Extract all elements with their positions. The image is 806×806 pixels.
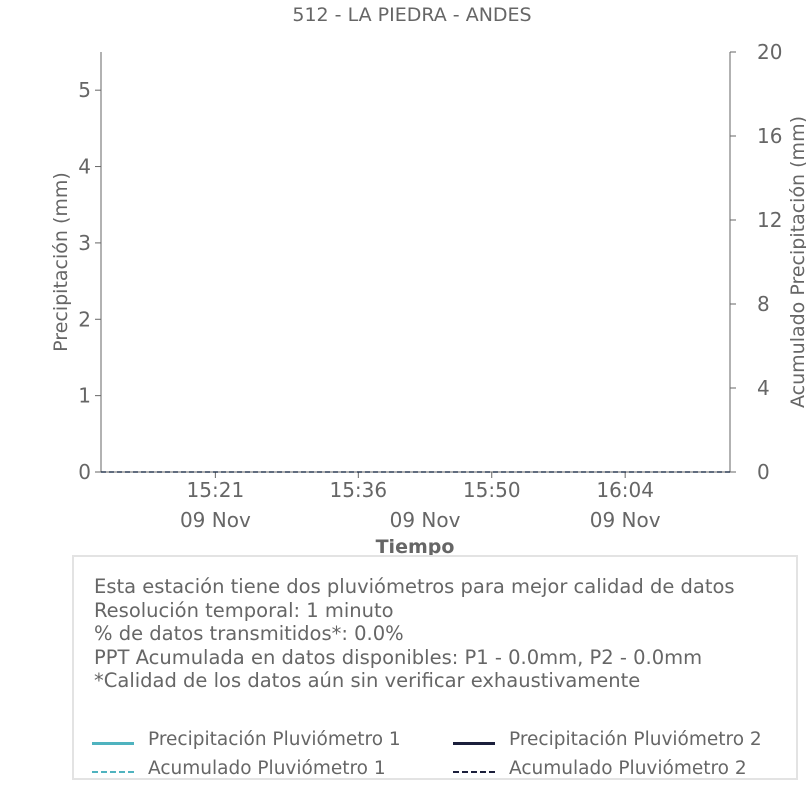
y-right-tick-label: 12: [757, 208, 782, 232]
y-right-tick-label: 4: [757, 376, 770, 400]
info-line: PPT Acumulada en datos disponibles: P1 -…: [94, 645, 703, 669]
legend-label-p1: Precipitación Pluviómetro 1: [148, 729, 401, 750]
y-left-tick-label: 5: [78, 78, 91, 102]
legend-label-acc2: Acumulado Pluviómetro 2: [509, 758, 747, 779]
legend-swatch-acc2: [453, 771, 495, 773]
y-axis-left-label: Precipitación (mm): [50, 172, 72, 352]
y-left-tick-label: 4: [78, 155, 91, 179]
y-left-tick-label: 0: [78, 460, 91, 484]
y-right-tick-label: 8: [757, 292, 770, 316]
info-line: % de datos transmitidos*: 0.0%: [94, 622, 404, 645]
legend-swatch-acc1: [92, 771, 134, 773]
legend-label-p2: Precipitación Pluviómetro 2: [509, 729, 762, 750]
legend-label-acc1: Acumulado Pluviómetro 1: [148, 758, 386, 779]
info-legend-box: Esta estación tiene dos pluviómetros par…: [72, 555, 798, 780]
x-tick-label: 15:50: [463, 478, 521, 502]
legend-swatch-p2: [453, 742, 495, 745]
info-line: Esta estación tiene dos pluviómetros par…: [94, 575, 735, 598]
chart: 512 - LA PIEDRA - ANDES 0123450481216201…: [50, 4, 806, 558]
y-left-tick-label: 2: [78, 307, 91, 331]
info-text: Esta estación tiene dos pluviómetros par…: [94, 575, 735, 693]
legend-swatch-p1: [92, 742, 134, 745]
info-line: *Calidad de los datos aún sin verificar …: [94, 669, 641, 692]
y-left-tick-label: 1: [78, 384, 91, 408]
y-right-tick-label: 0: [757, 460, 770, 484]
x-tick-label: 16:04: [596, 478, 654, 502]
info-line: Resolución temporal: 1 minuto: [94, 598, 394, 622]
y-left-tick-label: 3: [78, 231, 91, 255]
x-tick-label: 15:21: [187, 478, 245, 502]
y-right-tick-label: 16: [757, 124, 782, 148]
x-axis-label: Tiempo: [376, 536, 455, 558]
x-date-label: 09 Nov: [180, 508, 251, 532]
chart-title: 512 - LA PIEDRA - ANDES: [292, 4, 531, 26]
x-date-label: 09 Nov: [590, 508, 661, 532]
x-date-label: 09 Nov: [390, 508, 461, 532]
y-right-tick-label: 20: [757, 40, 782, 64]
y-axis-right-label: Acumulado Precipitación (mm): [787, 116, 806, 408]
x-tick-label: 15:36: [329, 478, 387, 502]
